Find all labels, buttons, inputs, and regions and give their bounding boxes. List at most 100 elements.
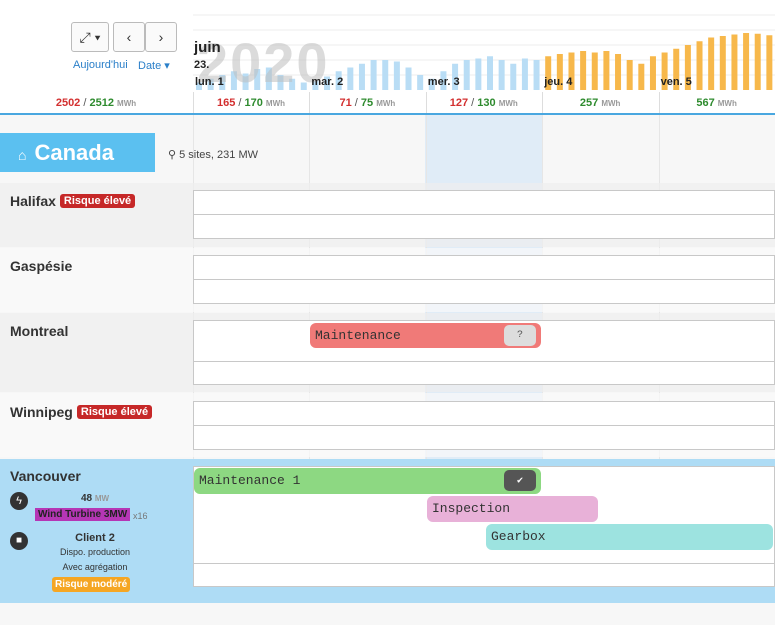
spark-bar — [743, 33, 750, 90]
total-forecast: 2512 — [89, 97, 114, 109]
spark-bar — [196, 82, 202, 90]
spark-bar — [265, 67, 272, 90]
day-divider — [658, 92, 660, 113]
power-icon: ϟ — [10, 492, 28, 510]
power-value: 48 — [80, 493, 93, 504]
spark-bar — [440, 71, 447, 90]
prev-button[interactable]: ‹ — [113, 22, 145, 52]
site-name: Montreal — [10, 323, 69, 339]
dispo: Dispo. production — [59, 547, 131, 557]
day-actual: 127 — [449, 97, 469, 109]
timeline-box — [193, 190, 775, 239]
spark-bar — [475, 58, 482, 90]
total-actual: 2502 — [55, 97, 81, 109]
spark-bar — [370, 60, 377, 90]
region-name: Canada — [34, 140, 114, 165]
spark-bar — [719, 36, 726, 90]
spark-bar — [312, 81, 319, 90]
day-divider — [425, 92, 427, 113]
spark-bar — [510, 63, 517, 90]
spark-bar — [254, 69, 261, 90]
spark-bar — [300, 82, 307, 90]
day-divider — [309, 92, 311, 113]
spark-bar — [428, 78, 435, 90]
week: 23. — [194, 59, 210, 71]
unit: MWh — [265, 99, 286, 108]
day-sum: 257 MWh — [542, 97, 658, 109]
spark-bar — [766, 35, 773, 90]
site-name: Halifax Risque élevé — [10, 193, 136, 209]
power: 48 MW — [35, 493, 155, 504]
day-actual: 71 — [339, 97, 352, 109]
spark-bar — [591, 52, 598, 90]
day-label: mar. 2 — [311, 76, 344, 88]
region-banner: ⌂ Canada — [0, 133, 155, 172]
timeline-box — [193, 255, 775, 304]
spark-bar — [661, 52, 668, 90]
task[interactable]: Maintenance 1 ✔ — [194, 468, 541, 494]
spark-bar — [545, 56, 552, 90]
spark-bar — [708, 37, 715, 90]
today-link[interactable]: Aujourd'hui — [73, 59, 128, 71]
spark-bar — [335, 71, 342, 90]
task-label: Maintenance 1 — [199, 473, 301, 488]
spark-bar — [382, 60, 389, 90]
date-link[interactable]: Date ▾ — [138, 60, 170, 72]
next-button[interactable]: › — [145, 22, 177, 52]
risk-badge: Risque élevé — [76, 405, 153, 419]
day-forecast: 567 — [696, 97, 715, 109]
spark-bar — [731, 34, 738, 90]
spark-bar — [521, 58, 528, 90]
spark-bar — [568, 52, 575, 90]
month: juin — [194, 39, 221, 56]
spark-bar — [638, 63, 645, 90]
day-sum: 165 / 170 MWh — [193, 97, 309, 109]
spark-bar — [230, 71, 237, 90]
spark-bar — [580, 51, 587, 90]
spark-bar — [684, 45, 691, 90]
spark-bar — [754, 33, 761, 90]
risk-badge: Risque modéré — [52, 577, 131, 592]
client: Client 2 — [75, 532, 115, 544]
spark-bar — [289, 78, 296, 90]
sparkline — [193, 14, 775, 90]
sep: / — [471, 97, 475, 109]
year-watermark: 2020 — [197, 31, 330, 94]
spark-bar — [277, 75, 284, 90]
spark-bar — [487, 56, 493, 90]
spark-bar — [347, 67, 354, 90]
spark-bar — [452, 63, 459, 90]
spark-bar — [533, 60, 540, 90]
day-sum: 71 / 75 MWh — [309, 97, 425, 109]
region-info: ⚲ 5 sites, 231 MW — [168, 149, 258, 161]
date-label: Date — [138, 60, 162, 72]
spark-bar — [696, 41, 703, 90]
day-label: mer. 3 — [427, 76, 460, 88]
spark-bar — [626, 60, 633, 90]
task[interactable]: Maintenance? — [310, 323, 541, 348]
day-forecast: 170 — [244, 97, 263, 109]
spark-bar — [405, 67, 412, 90]
day-forecast: 257 — [579, 97, 599, 109]
day-forecast: 75 — [360, 97, 374, 109]
sep: / — [83, 97, 87, 109]
region-info-text: 5 sites, 231 MW — [179, 149, 258, 161]
site-name: Gaspésie — [10, 258, 73, 274]
sep: / — [238, 97, 242, 109]
task[interactable]: Inspection — [427, 496, 598, 522]
unit: MWh — [498, 99, 518, 108]
client-icon: ■ — [10, 532, 28, 550]
spark-bar — [463, 60, 470, 90]
day-label: lun. 1 — [195, 76, 224, 88]
unit: MWh — [376, 99, 396, 108]
expand-button[interactable]: ⤢ ▾ — [71, 22, 109, 52]
power-unit: MW — [94, 494, 110, 503]
total-sum: 2502 / 2512 MWh — [38, 97, 154, 109]
task-label: Maintenance — [315, 328, 401, 343]
turbine-tag: Wind Turbine 3MW — [35, 508, 131, 521]
spark-bar — [498, 60, 505, 90]
sep: / — [354, 97, 358, 109]
timeline-box — [193, 401, 775, 450]
task[interactable]: Gearbox — [486, 524, 773, 550]
site-label: Halifax — [10, 193, 56, 209]
